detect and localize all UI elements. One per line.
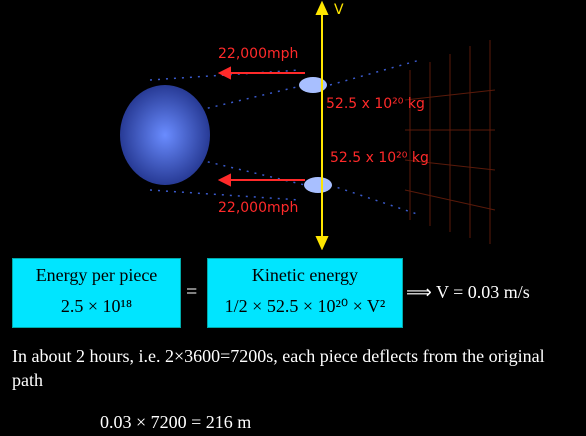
earth	[120, 85, 210, 185]
box-value: 1/2 × 52.5 × 10²⁰ × V²	[224, 296, 386, 316]
speed-label: 22,000mph	[218, 46, 299, 62]
calculation: 0.03 × 7200 = 216 m	[100, 412, 252, 432]
energy-box: Energy per piece 2.5 × 10¹⁸	[12, 258, 181, 328]
velocity-label: V	[334, 2, 344, 18]
velocity-arrow	[315, 0, 329, 250]
mass-label: 52.5 x 10²⁰ kg	[326, 96, 425, 112]
box-value: 2.5 × 10¹⁸	[60, 296, 133, 316]
speed-arrows	[217, 66, 305, 187]
result: ⟹ V = 0.03 m/s	[406, 282, 530, 302]
piece-top	[299, 77, 327, 93]
speed-label: 22,000mph	[218, 200, 299, 216]
equals: =	[186, 281, 198, 303]
scene	[120, 0, 496, 250]
box-title: Kinetic energy	[251, 265, 359, 285]
kinetic-box: Kinetic energy 1/2 × 52.5 × 10²⁰ × V²	[207, 258, 403, 328]
mass-label: 52.5 x 10²⁰ kg	[330, 150, 429, 166]
paragraph: In about 2 hours, i.e. 2×3600=7200s, eac…	[12, 346, 545, 390]
grid	[404, 40, 496, 244]
piece-bottom	[304, 177, 332, 193]
box-title: Energy per piece	[35, 265, 158, 285]
